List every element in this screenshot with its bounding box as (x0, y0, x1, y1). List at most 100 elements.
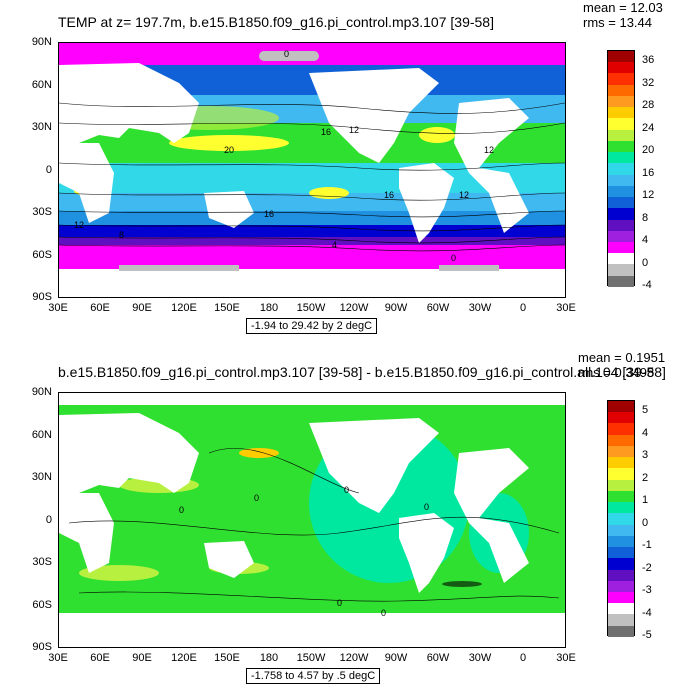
map-plot: 0 16 20 12 12 16 12 8 4 16 12 0 (58, 42, 566, 298)
lon-tick: 180 (259, 302, 279, 314)
colorbar-swatch (608, 174, 634, 186)
colorbar-swatch (608, 208, 634, 220)
lat-tick: 60S (32, 599, 52, 611)
colorbar-swatch (608, 230, 634, 242)
colorbar-swatch (608, 513, 634, 525)
contour-range-label: -1.94 to 29.42 by 2 degC (246, 318, 378, 334)
colorbar-swatch (608, 163, 634, 175)
colorbar-label: 1 (642, 494, 649, 507)
rms-label: rms = 0.3498 (578, 365, 655, 380)
colorbar-label: 32 (642, 76, 655, 89)
lat-tick: 0 (45, 514, 52, 526)
lat-tick: 90S (32, 641, 52, 653)
colorbar-label: 16 (642, 166, 655, 179)
contour-label: 0 (344, 485, 349, 495)
plot-title: b.e15.B1850.f09_g16.pi_control.mp3.107 [… (58, 364, 666, 380)
contour-labels: 0 0 0 0 0 0 (179, 485, 429, 618)
lon-tick: 150E (214, 302, 240, 314)
lon-tick: 90E (132, 302, 152, 314)
colorbar (607, 400, 635, 637)
colorbar-swatch (608, 580, 634, 592)
lon-tick: 30W (468, 302, 492, 314)
lon-tick: 30E (556, 652, 576, 664)
colorbar-swatch (608, 107, 634, 119)
colorbar-label: 4 (642, 426, 649, 439)
contour-label: 0 (424, 502, 429, 512)
lon-tick: 60W (426, 652, 450, 664)
contour-label: 0 (337, 598, 342, 608)
lon-tick: 30E (556, 302, 576, 314)
contour-label: 0 (284, 49, 289, 59)
colorbar-label: 0 (642, 516, 649, 529)
colorbar-swatch (608, 401, 634, 413)
colorbar-swatch (608, 457, 634, 469)
colorbar-label: -4 (642, 279, 652, 291)
colorbar-label: -4 (642, 606, 652, 619)
lat-tick: 90S (32, 291, 52, 303)
lat-tick: 60N (31, 79, 52, 91)
lon-tick: 60E (90, 302, 110, 314)
contour-label: 12 (484, 145, 494, 155)
contour-label: 12 (74, 220, 84, 230)
lon-tick: 120E (171, 302, 197, 314)
lat-tick: 60N (31, 429, 52, 441)
map-svg: 0 0 0 0 0 0 (59, 393, 565, 647)
landmass-africa (59, 143, 114, 223)
colorbar-swatch (608, 569, 634, 581)
colorbar-swatch (608, 445, 634, 458)
colorbar-label: -2 (642, 561, 652, 574)
colorbar-label: 0 (642, 256, 649, 269)
contour-label: 0 (179, 505, 184, 515)
lat-tick: 30S (32, 556, 52, 568)
colorbar-swatch (608, 241, 634, 254)
lon-tick: 120W (339, 652, 369, 664)
contour-label: 16 (384, 190, 394, 200)
lat-tick: 90N (31, 386, 52, 398)
colorbar-swatch (608, 412, 634, 424)
colorbar-swatch (608, 535, 634, 548)
colorbar-swatch (608, 423, 634, 435)
colorbar-swatch (608, 129, 634, 141)
colorbar-label: 20 (642, 144, 655, 157)
colorbar-label: -1 (642, 539, 652, 552)
colorbar-swatch (608, 95, 634, 108)
lat-tick: 30N (31, 471, 52, 483)
lon-tick: 30E (48, 652, 68, 664)
colorbar-swatch (608, 502, 634, 514)
colorbar-label: 28 (642, 99, 655, 112)
colorbar-swatch (608, 51, 634, 63)
colorbar-label: 3 (642, 449, 649, 462)
lon-tick: 90W (384, 302, 408, 314)
colorbar-label: 12 (642, 189, 655, 202)
lon-tick: 30W (468, 652, 492, 664)
colorbar-swatch (608, 140, 634, 153)
contour-label: 8 (119, 230, 124, 240)
colorbar-swatch (608, 197, 634, 209)
colorbar-swatch (608, 547, 634, 559)
colorbar-swatch (608, 524, 634, 536)
colorbar-swatch (608, 490, 634, 503)
colorbar-swatch (608, 84, 634, 96)
landmass-south-america (399, 163, 454, 243)
map-svg: 0 16 20 12 12 16 12 8 4 16 12 0 (59, 43, 565, 297)
lon-tick: 60E (90, 652, 110, 664)
lat-tick: 90N (31, 36, 52, 48)
landmass-north-america (309, 68, 439, 163)
colorbar-swatch (608, 614, 634, 626)
colorbar-swatch (608, 152, 634, 164)
contour-label: 0 (381, 608, 386, 618)
colorbar-swatch (608, 219, 634, 231)
lon-tick: 150E (214, 652, 240, 664)
colorbar-swatch (608, 625, 634, 637)
colorbar-label: -5 (642, 629, 652, 641)
lon-tick: 90E (132, 652, 152, 664)
contour-label: 12 (349, 125, 359, 135)
contour-label: 16 (264, 209, 274, 219)
colorbar-swatch (608, 62, 634, 74)
landmass-europe-africa-east (454, 98, 529, 233)
landmass-eurasia (59, 63, 199, 143)
lat-tick: 30S (32, 206, 52, 218)
colorbar-label: 8 (642, 211, 649, 224)
landmass-australia (204, 191, 254, 228)
rms-label: rms = 13.44 (583, 15, 653, 30)
